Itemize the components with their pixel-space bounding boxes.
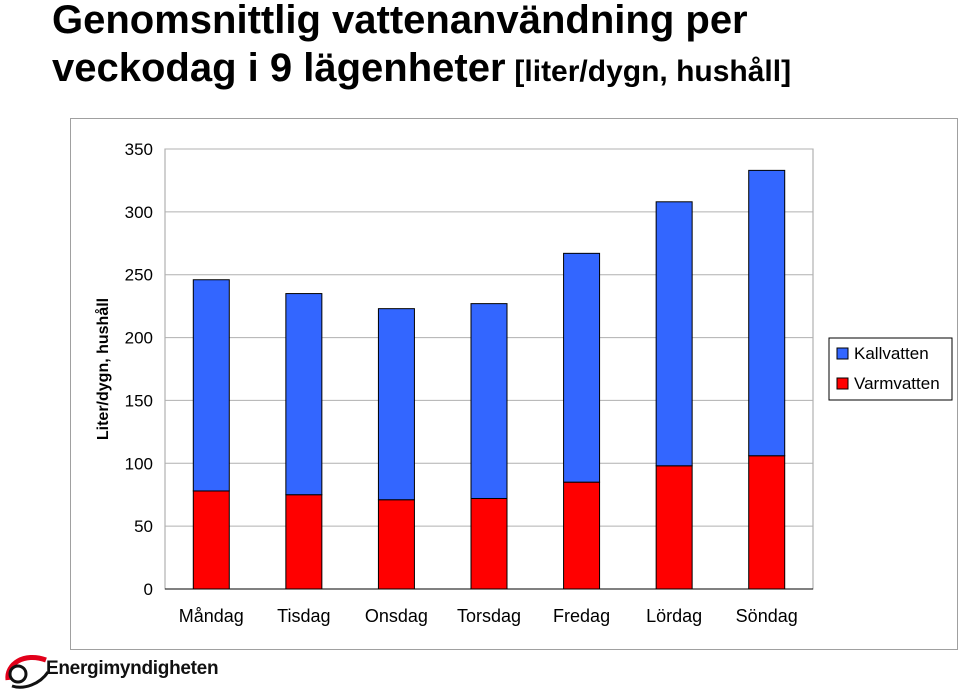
chart-frame	[70, 118, 958, 650]
bar-kallvatten	[192, 279, 230, 492]
logo-swoosh-icon	[5, 655, 50, 689]
y-tick-label: 100	[125, 454, 153, 473]
legend-label-varmvatten: Varmvatten	[854, 374, 940, 393]
legend-swatch-varmvatten	[836, 377, 849, 390]
bar-kallvatten	[655, 201, 693, 467]
bar-varmvatten	[377, 499, 415, 590]
x-tick-label: Lördag	[646, 606, 702, 626]
y-tick-label: 250	[125, 266, 153, 285]
chart-title-line1: Genomsnittlig vattenanvändning per	[52, 0, 748, 42]
x-tick-label: Fredag	[553, 606, 610, 626]
chart-title: Genomsnittlig vattenanvändning per vecko…	[52, 0, 791, 92]
bar-kallvatten	[563, 252, 601, 483]
bar-kallvatten	[377, 308, 415, 501]
legend-label-kallvatten: Kallvatten	[854, 344, 929, 363]
x-tick-label: Måndag	[179, 606, 244, 626]
y-tick-label: 300	[125, 203, 153, 222]
y-tick-label: 150	[125, 391, 153, 410]
bar-kallvatten	[470, 303, 508, 499]
x-tick-label: Söndag	[736, 606, 798, 626]
bar-kallvatten	[285, 293, 323, 496]
bar-varmvatten	[563, 481, 601, 590]
logo-text: Energimyndigheten	[46, 658, 219, 679]
legend-swatch-kallvatten	[836, 347, 849, 360]
y-axis-label: Liter/dygn, hushåll	[94, 298, 112, 440]
bar-varmvatten	[285, 494, 323, 590]
bar-varmvatten	[192, 490, 230, 590]
x-tick-label: Torsdag	[457, 606, 521, 626]
chart-title-unit: [liter/dygn, hushåll]	[514, 55, 792, 88]
y-tick-label: 50	[134, 517, 153, 536]
bar-kallvatten	[748, 169, 786, 457]
y-tick-label: 200	[125, 329, 153, 348]
x-tick-label: Onsdag	[365, 606, 428, 626]
y-tick-label: 350	[125, 140, 153, 159]
bar-varmvatten	[470, 497, 508, 590]
x-tick-label: Tisdag	[277, 606, 330, 626]
chart-title-line2: veckodag i 9 lägenheter	[52, 46, 506, 90]
y-tick-label: 0	[144, 580, 153, 599]
legend-box	[828, 337, 953, 401]
bar-varmvatten	[748, 455, 786, 590]
energimyndigheten-logo: Energimyndigheten	[2, 646, 222, 692]
bar-varmvatten	[655, 465, 693, 590]
